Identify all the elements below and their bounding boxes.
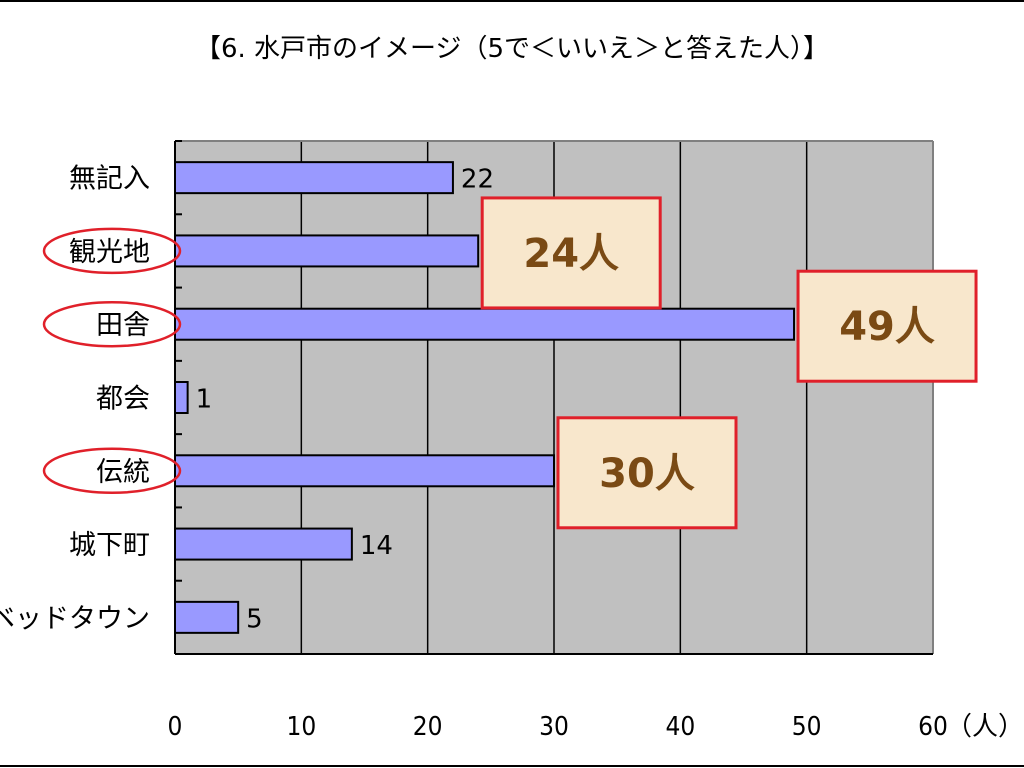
callout-text: 24人: [523, 231, 619, 277]
x-tick-label: 0: [168, 712, 183, 742]
value-label: 1: [196, 385, 213, 415]
callout-box: [480, 196, 662, 310]
category-label: 城下町: [69, 530, 150, 561]
x-axis-unit-label: （人）: [946, 712, 1024, 742]
callout-text: 49人: [839, 304, 935, 350]
highlight-ellipse: [42, 300, 182, 348]
x-tick-label: 50: [792, 712, 822, 742]
category-label: 伝統: [96, 457, 150, 488]
callouts: 24人 49人 30人: [480, 196, 978, 530]
category-label: 観光地: [69, 237, 150, 268]
value-label: 22: [461, 165, 494, 195]
category-label: 田舎: [96, 310, 150, 341]
x-tick-label: 30: [539, 712, 569, 742]
bar: [174, 454, 555, 488]
bar: [174, 307, 796, 341]
bottom-rule: [0, 765, 1024, 767]
value-label: 14: [360, 531, 393, 561]
x-tick-label: 20: [413, 712, 443, 742]
callout-box: [796, 269, 978, 383]
bars: [174, 161, 796, 634]
bar: [174, 161, 454, 195]
top-rule: [0, 0, 1024, 2]
category-label: 無記入: [69, 164, 150, 195]
value-label: 5: [246, 604, 263, 634]
x-tick-label: 60: [918, 712, 948, 742]
bar: [174, 234, 480, 268]
callout-box: [556, 416, 738, 530]
highlight-ellipse: [42, 227, 182, 275]
chart-title: 【6. 水戸市のイメージ（5で＜いいえ＞と答えた人）】: [194, 34, 830, 64]
highlight-ellipse: [42, 447, 182, 495]
callout-text: 30人: [599, 451, 695, 497]
x-tick-label: 10: [286, 712, 316, 742]
bar: [174, 381, 189, 414]
category-label: 都会: [96, 384, 150, 415]
bar: [174, 600, 240, 634]
category-label: ベッドタウン: [0, 603, 150, 634]
x-tick-label: 40: [665, 712, 695, 742]
bar: [174, 527, 353, 561]
